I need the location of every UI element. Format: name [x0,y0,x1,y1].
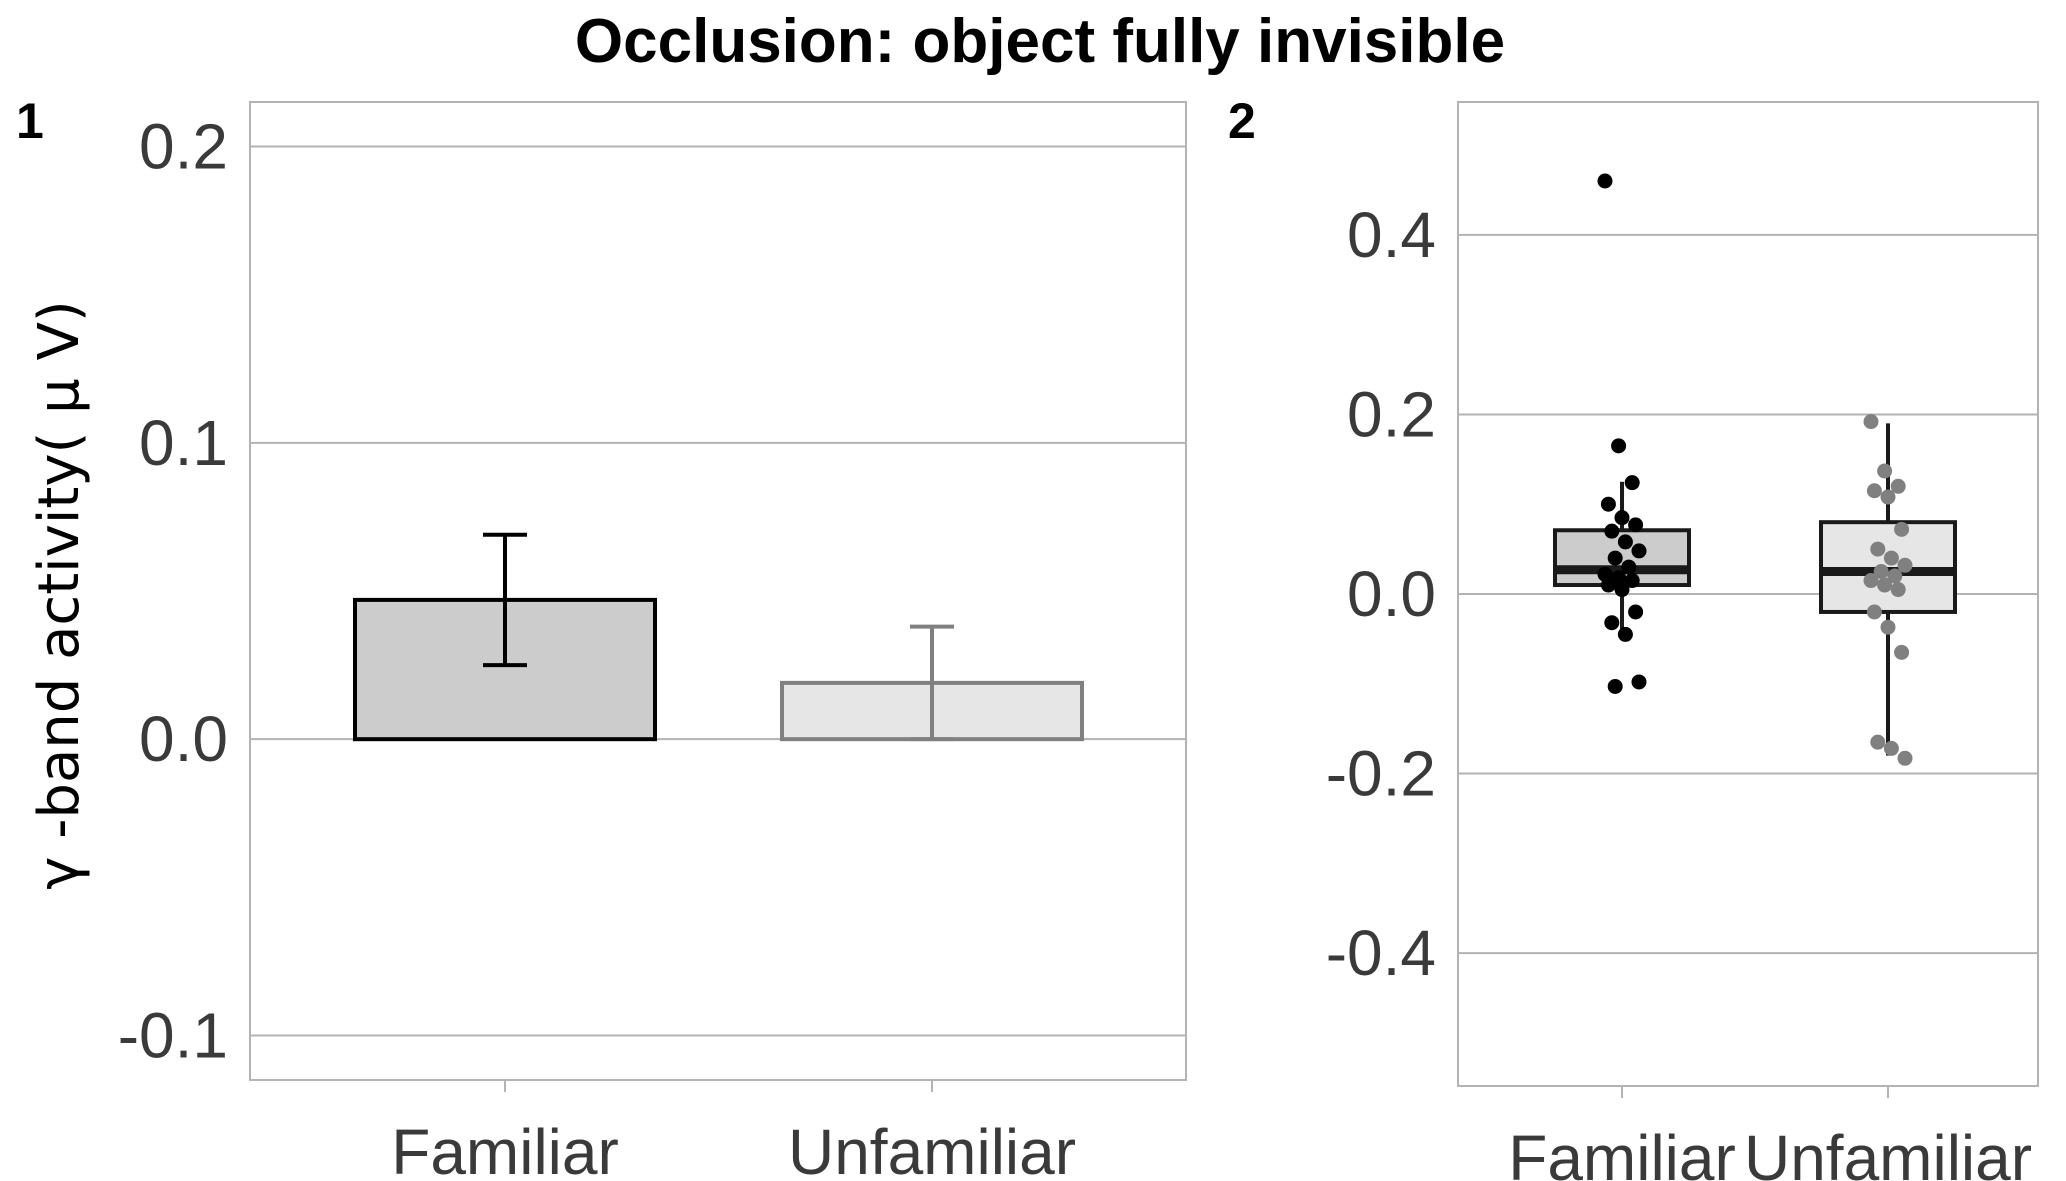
p1-ytick-label: 0.2 [139,110,228,182]
p2-data-point [1863,414,1879,430]
p2-data-point [1600,577,1616,593]
p2-data-point [1873,564,1889,580]
p2-data-point [1890,478,1906,494]
p1-ytick-label: 0.1 [139,407,228,479]
p2-ytick-label: -0.2 [1326,738,1436,810]
p2-data-point [1866,483,1882,499]
p1-ytick-label: -0.1 [118,1000,228,1072]
p2-data-point [1866,604,1882,620]
p2-data-point [1607,678,1623,694]
p2-data-point [1614,582,1630,598]
p2-data-point [1617,626,1633,642]
panel-2-box-plot: -0.4 -0.2 0.0 0.2 0.4 Familiar Unfamiliar [1326,101,2039,1181]
p2-data-point [1600,496,1616,512]
p2-data-point [1628,604,1644,620]
p2-data-point [1617,534,1633,550]
p2-data-point [1631,543,1647,559]
p2-data-point [1897,750,1913,766]
p2-data-point [1604,523,1620,539]
p2-xtick-label: Unfamiliar [1744,1122,2032,1181]
p2-xtick-label: Familiar [1508,1122,1736,1181]
p2-panel-border [1457,101,2039,1087]
p2-data-point [1863,573,1879,589]
p2-data-point [1890,582,1906,598]
p2-data-point [1883,550,1899,566]
p2-data-point [1624,573,1640,589]
p2-data-point [1628,517,1644,533]
p2-data-point [1870,734,1886,750]
p1-xtick-label: Familiar [391,1116,619,1181]
panel-1-bar-chart: -0.1 0.0 0.1 0.2 Familiar Unfamiliar [118,101,1187,1181]
p2-ytick-label: 0.0 [1347,558,1436,630]
p2-ytick-label: -0.4 [1326,917,1436,989]
p2-data-point [1607,550,1623,566]
p2-data-point [1883,740,1899,756]
p2-data-point [1877,577,1893,593]
p2-data-point [1621,559,1637,575]
p2-data-point [1894,521,1910,537]
p2-data-point [1597,173,1613,189]
p2-data-point [1611,438,1627,454]
p2-data-point [1894,644,1910,660]
p1-panel-border [249,101,1187,1081]
p2-data-point [1897,557,1913,573]
p2-data-point [1870,541,1886,557]
p2-data-point [1604,615,1620,631]
panel-1-label: 1 [16,93,44,149]
p2-data-point [1614,510,1630,526]
p2-ytick-label: 0.4 [1347,199,1436,271]
figure-title: Occlusion: object fully invisible [575,7,1505,76]
p2-data-point [1624,475,1640,491]
p2-data-point [1880,489,1896,505]
panel-2-label: 2 [1228,93,1256,149]
p2-data-point [1877,463,1893,479]
p1-xtick-label: Unfamiliar [788,1116,1076,1181]
p2-data-point [1880,619,1896,635]
p2-data-point [1631,674,1647,690]
y-axis-title: γ -band activity( μ V) [27,300,92,890]
p1-ytick-label: 0.0 [139,703,228,775]
p2-data-point [1887,568,1903,584]
p2-ytick-label: 0.2 [1347,378,1436,450]
